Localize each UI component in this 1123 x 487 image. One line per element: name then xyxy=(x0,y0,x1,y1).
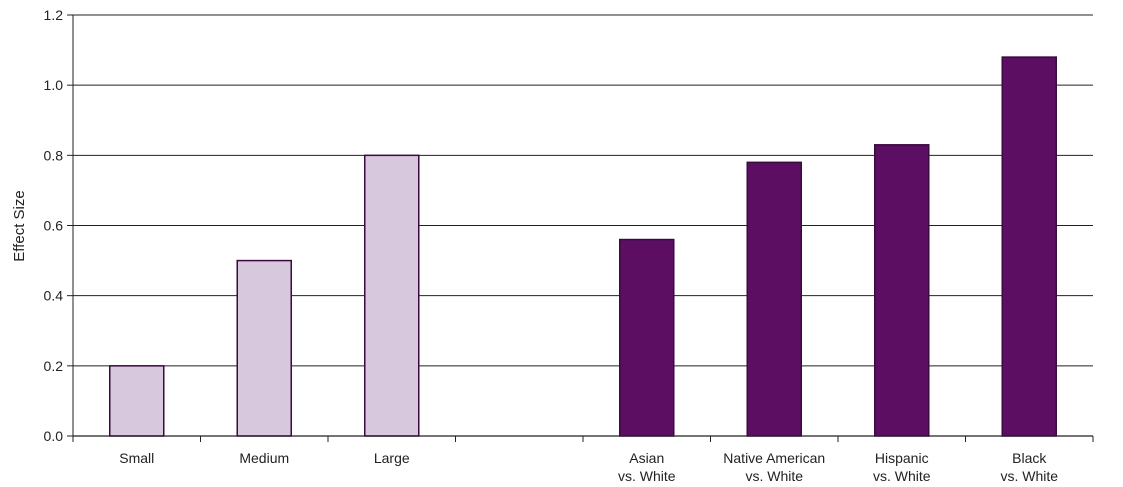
y-tick-label: 0.8 xyxy=(44,147,64,163)
labels: 0.0 0.2 0.4 0.6 0.8 1.0 1.2 Small Medium Large Asi… xyxy=(44,7,1059,484)
y-tick-label: 0.4 xyxy=(44,288,64,304)
y-tick-label: 1.0 xyxy=(44,77,64,93)
x-category-label: Small xyxy=(119,450,154,466)
bar xyxy=(746,161,802,437)
y-axis-title: Effect Size xyxy=(11,190,28,261)
x-category-label: vs. White xyxy=(873,468,931,484)
y-tick-label: 0.6 xyxy=(44,218,64,234)
bar xyxy=(874,144,930,437)
x-category-label: Medium xyxy=(239,450,289,466)
bar xyxy=(619,238,675,437)
bar xyxy=(1001,56,1057,437)
x-category-label: vs. White xyxy=(618,468,676,484)
y-tick-label: 1.2 xyxy=(44,7,64,23)
bar xyxy=(236,259,292,437)
y-tick-label: 0.0 xyxy=(44,428,64,444)
x-category-label: Black xyxy=(1012,450,1047,466)
x-category-label: vs. White xyxy=(1000,468,1058,484)
axes xyxy=(67,14,1094,442)
x-category-label: Native American xyxy=(723,450,825,466)
x-category-label: Asian xyxy=(629,450,664,466)
y-tick-label: 0.2 xyxy=(44,358,64,374)
bar xyxy=(364,154,420,437)
x-category-label: vs. White xyxy=(745,468,803,484)
bar xyxy=(109,365,165,437)
gridlines xyxy=(73,14,1093,367)
bars xyxy=(109,56,1057,437)
x-category-label: Hispanic xyxy=(875,450,929,466)
x-category-label: Large xyxy=(374,450,410,466)
